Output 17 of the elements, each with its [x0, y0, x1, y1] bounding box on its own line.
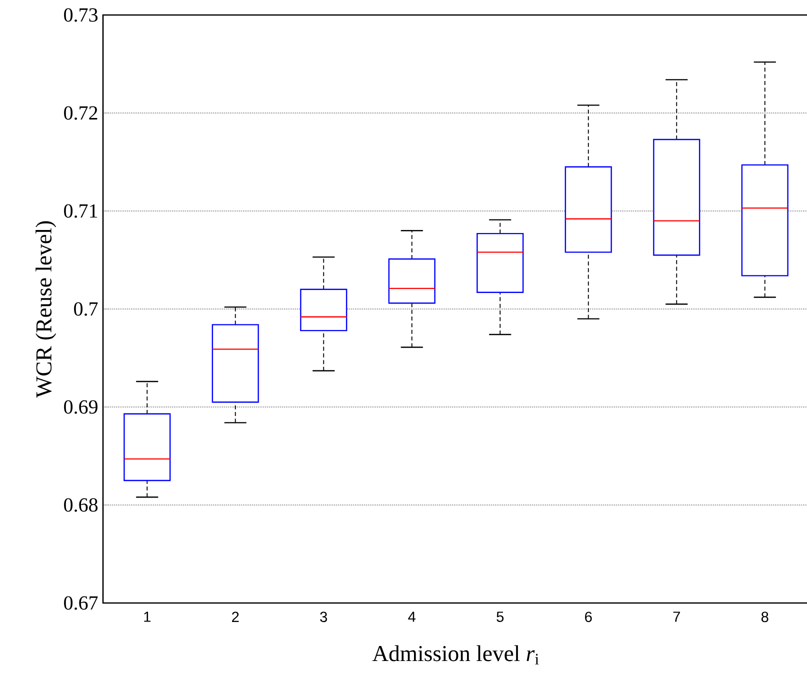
y-tick-label: 0.72: [64, 106, 98, 120]
x-tick-label: 1: [144, 612, 150, 622]
y-tick-label: 0.67: [64, 596, 98, 610]
x-tick-label: 2: [232, 612, 239, 622]
x-axis-title: Admission level r$_{i}$: [372, 645, 539, 664]
x-tick-label: 7: [673, 612, 680, 622]
y-tick-label: 0.7: [74, 302, 98, 316]
x-tick-label: 6: [585, 612, 592, 622]
y-tick-label: 0.71: [64, 204, 98, 218]
y-tick-label: 0.69: [64, 400, 98, 414]
x-tick-label: 3: [320, 612, 328, 622]
x-tick-label: 8: [761, 612, 768, 622]
x-tick-label: 5: [496, 612, 504, 622]
y-tick-label: 0.73: [64, 8, 98, 22]
y-axis-title: WCR (Reuse level): [36, 221, 56, 398]
y-tick-label: 0.68: [64, 498, 98, 512]
x-tick-label: 4: [408, 612, 416, 622]
